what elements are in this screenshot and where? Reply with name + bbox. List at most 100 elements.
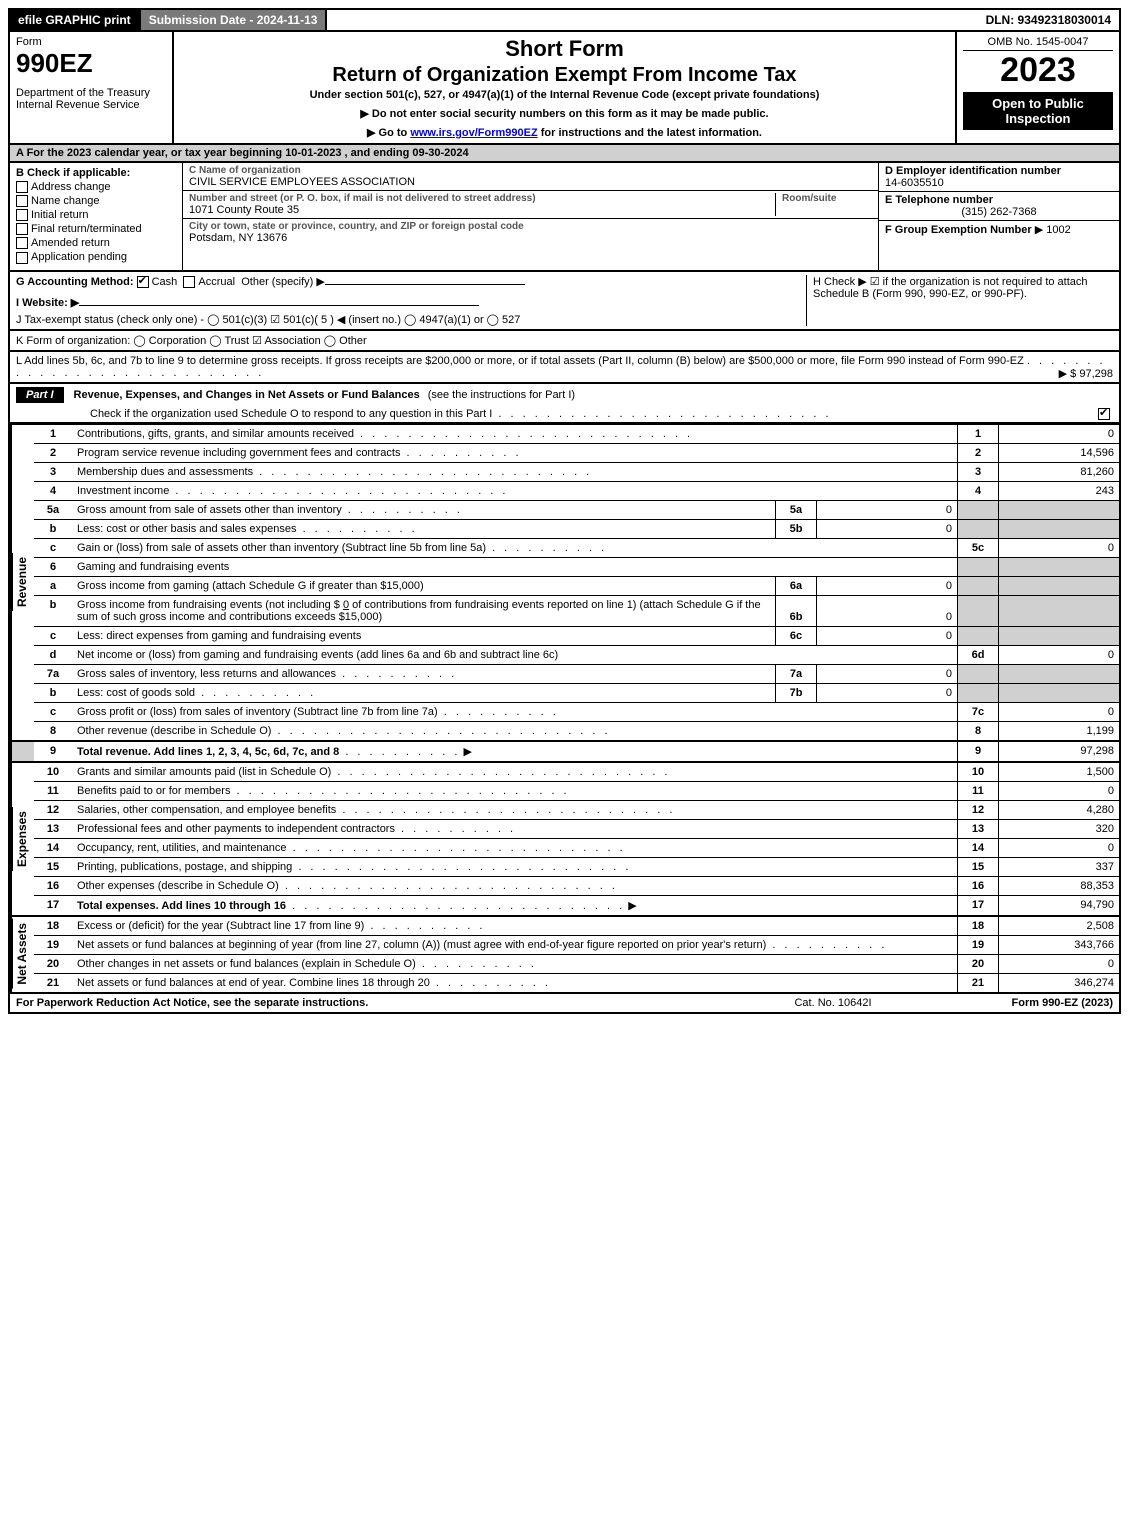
col-def: D Employer identification number 14-6035… xyxy=(879,163,1119,270)
g-other-blank xyxy=(325,284,525,285)
footer-form: Form 990-EZ (2023) xyxy=(933,997,1113,1009)
l7b-box: 7b xyxy=(776,683,817,702)
f-lbl: F Group Exemption Number xyxy=(885,224,1032,236)
info-grid: B Check if applicable: Address change Na… xyxy=(8,163,1121,272)
c-name-lbl: C Name of organization xyxy=(189,165,872,176)
line-k: K Form of organization: ◯ Corporation ◯ … xyxy=(8,331,1121,352)
l7a-desc: Gross sales of inventory, less returns a… xyxy=(77,668,336,680)
g-other: Other (specify) ▶ xyxy=(241,276,325,288)
l6b-box: 6b xyxy=(776,595,817,626)
l7b-boxval: 0 xyxy=(817,683,958,702)
section-a: A For the 2023 calendar year, or tax yea… xyxy=(8,145,1121,163)
b-opt-address[interactable]: Address change xyxy=(16,181,176,193)
l4-desc: Investment income xyxy=(77,485,169,497)
c-street: Number and street (or P. O. box, if mail… xyxy=(183,191,878,219)
l13-val: 320 xyxy=(999,819,1120,838)
l12-val: 4,280 xyxy=(999,800,1120,819)
g-cash-check[interactable] xyxy=(137,276,149,288)
e-lbl: E Telephone number xyxy=(885,194,1113,206)
b-opt-pending[interactable]: Application pending xyxy=(16,251,176,263)
b-opt-final[interactable]: Final return/terminated xyxy=(16,223,176,235)
website-blank xyxy=(79,305,479,306)
c-city: City or town, state or province, country… xyxy=(183,219,878,246)
part-i-checkbox[interactable] xyxy=(1098,408,1110,420)
form-subtitle: Under section 501(c), 527, or 4947(a)(1)… xyxy=(180,89,949,101)
l6a-boxval: 0 xyxy=(817,576,958,595)
l6d-desc: Net income or (loss) from gaming and fun… xyxy=(77,649,558,661)
l7a-box: 7a xyxy=(776,664,817,683)
l4-r: 4 xyxy=(958,481,999,500)
l7c-r: 7c xyxy=(958,702,999,721)
c-city-lbl: City or town, state or province, country… xyxy=(189,221,872,232)
l7b-desc: Less: cost of goods sold xyxy=(77,687,195,699)
l19-val: 343,766 xyxy=(999,935,1120,954)
l5a-boxval: 0 xyxy=(817,500,958,519)
f-group: F Group Exemption Number ▶ 1002 xyxy=(879,221,1119,238)
l4-val: 243 xyxy=(999,481,1120,500)
b-label: B Check if applicable: xyxy=(16,167,176,179)
d-val: 14-6035510 xyxy=(885,177,1113,189)
l1-val: 0 xyxy=(999,424,1120,443)
l19-desc: Net assets or fund balances at beginning… xyxy=(77,939,766,951)
form-header: Form 990EZ Department of the Treasury In… xyxy=(8,32,1121,145)
l-text: L Add lines 5b, 6c, and 7b to line 9 to … xyxy=(16,355,1024,367)
org-name: CIVIL SERVICE EMPLOYEES ASSOCIATION xyxy=(189,176,872,188)
line-g-h: G Accounting Method: Cash Accrual Other … xyxy=(8,272,1121,331)
l15-desc: Printing, publications, postage, and shi… xyxy=(77,861,292,873)
footer: For Paperwork Reduction Act Notice, see … xyxy=(8,994,1121,1014)
b-opt-name[interactable]: Name change xyxy=(16,195,176,207)
l13-desc: Professional fees and other payments to … xyxy=(77,823,395,835)
l2-desc: Program service revenue including govern… xyxy=(77,447,400,459)
header-right: OMB No. 1545-0047 2023 Open to Public In… xyxy=(955,32,1119,143)
l18-val: 2,508 xyxy=(999,916,1120,936)
l14-val: 0 xyxy=(999,838,1120,857)
tax-year: 2023 xyxy=(963,51,1113,90)
c-room-lbl: Room/suite xyxy=(782,193,872,204)
efile-label: efile GRAPHIC print xyxy=(10,10,139,30)
topbar: efile GRAPHIC print Submission Date - 20… xyxy=(8,8,1121,32)
section-netassets: Net Assets xyxy=(12,919,31,989)
b-opt-initial[interactable]: Initial return xyxy=(16,209,176,221)
l7c-val: 0 xyxy=(999,702,1120,721)
g-accrual-check[interactable] xyxy=(183,276,195,288)
line-i: I Website: ▶ xyxy=(16,297,79,309)
l9-val: 97,298 xyxy=(999,741,1120,762)
l6c-boxval: 0 xyxy=(817,626,958,645)
note-link: ▶ Go to www.irs.gov/Form990EZ for instru… xyxy=(180,126,949,139)
part-i-body: Revenue 1 Contributions, gifts, grants, … xyxy=(8,424,1121,994)
l3-r: 3 xyxy=(958,462,999,481)
note-ssn: ▶ Do not enter social security numbers o… xyxy=(180,107,949,120)
part-i-title: Revenue, Expenses, and Changes in Net As… xyxy=(74,389,420,401)
l11-val: 0 xyxy=(999,781,1120,800)
l16-desc: Other expenses (describe in Schedule O) xyxy=(77,880,279,892)
l10-desc: Grants and similar amounts paid (list in… xyxy=(77,766,331,778)
l6a-box: 6a xyxy=(776,576,817,595)
footer-notice: For Paperwork Reduction Act Notice, see … xyxy=(16,997,733,1009)
l5b-boxval: 0 xyxy=(817,519,958,538)
section-revenue: Revenue xyxy=(12,553,31,611)
part-i-badge: Part I xyxy=(16,387,64,403)
l5c-r: 5c xyxy=(958,538,999,557)
form-title: Return of Organization Exempt From Incom… xyxy=(180,64,949,87)
l7a-boxval: 0 xyxy=(817,664,958,683)
l17-desc: Total expenses. Add lines 10 through 16 xyxy=(77,900,286,912)
omb-number: OMB No. 1545-0047 xyxy=(963,36,1113,51)
header-left: Form 990EZ Department of the Treasury In… xyxy=(10,32,174,143)
l21-desc: Net assets or fund balances at end of ye… xyxy=(77,977,430,989)
form-number: 990EZ xyxy=(16,48,166,79)
l5c-desc: Gain or (loss) from sale of assets other… xyxy=(77,542,486,554)
footer-catno: Cat. No. 10642I xyxy=(733,997,933,1009)
line-h: H Check ▶ ☑ if the organization is not r… xyxy=(806,275,1113,326)
l-val: ▶ $ 97,298 xyxy=(1059,367,1113,380)
l5b-desc: Less: cost or other basis and sales expe… xyxy=(77,523,297,535)
l8-desc: Other revenue (describe in Schedule O) xyxy=(77,725,271,737)
b-opt-amended[interactable]: Amended return xyxy=(16,237,176,249)
org-city: Potsdam, NY 13676 xyxy=(189,232,872,244)
l21-val: 346,274 xyxy=(999,973,1120,992)
l14-desc: Occupancy, rent, utilities, and maintena… xyxy=(77,842,287,854)
l3-desc: Membership dues and assessments xyxy=(77,466,253,478)
irs-link[interactable]: www.irs.gov/Form990EZ xyxy=(410,127,537,139)
l8-r: 8 xyxy=(958,721,999,741)
l6b-boxval: 0 xyxy=(817,595,958,626)
dept-label: Department of the Treasury Internal Reve… xyxy=(16,87,166,111)
